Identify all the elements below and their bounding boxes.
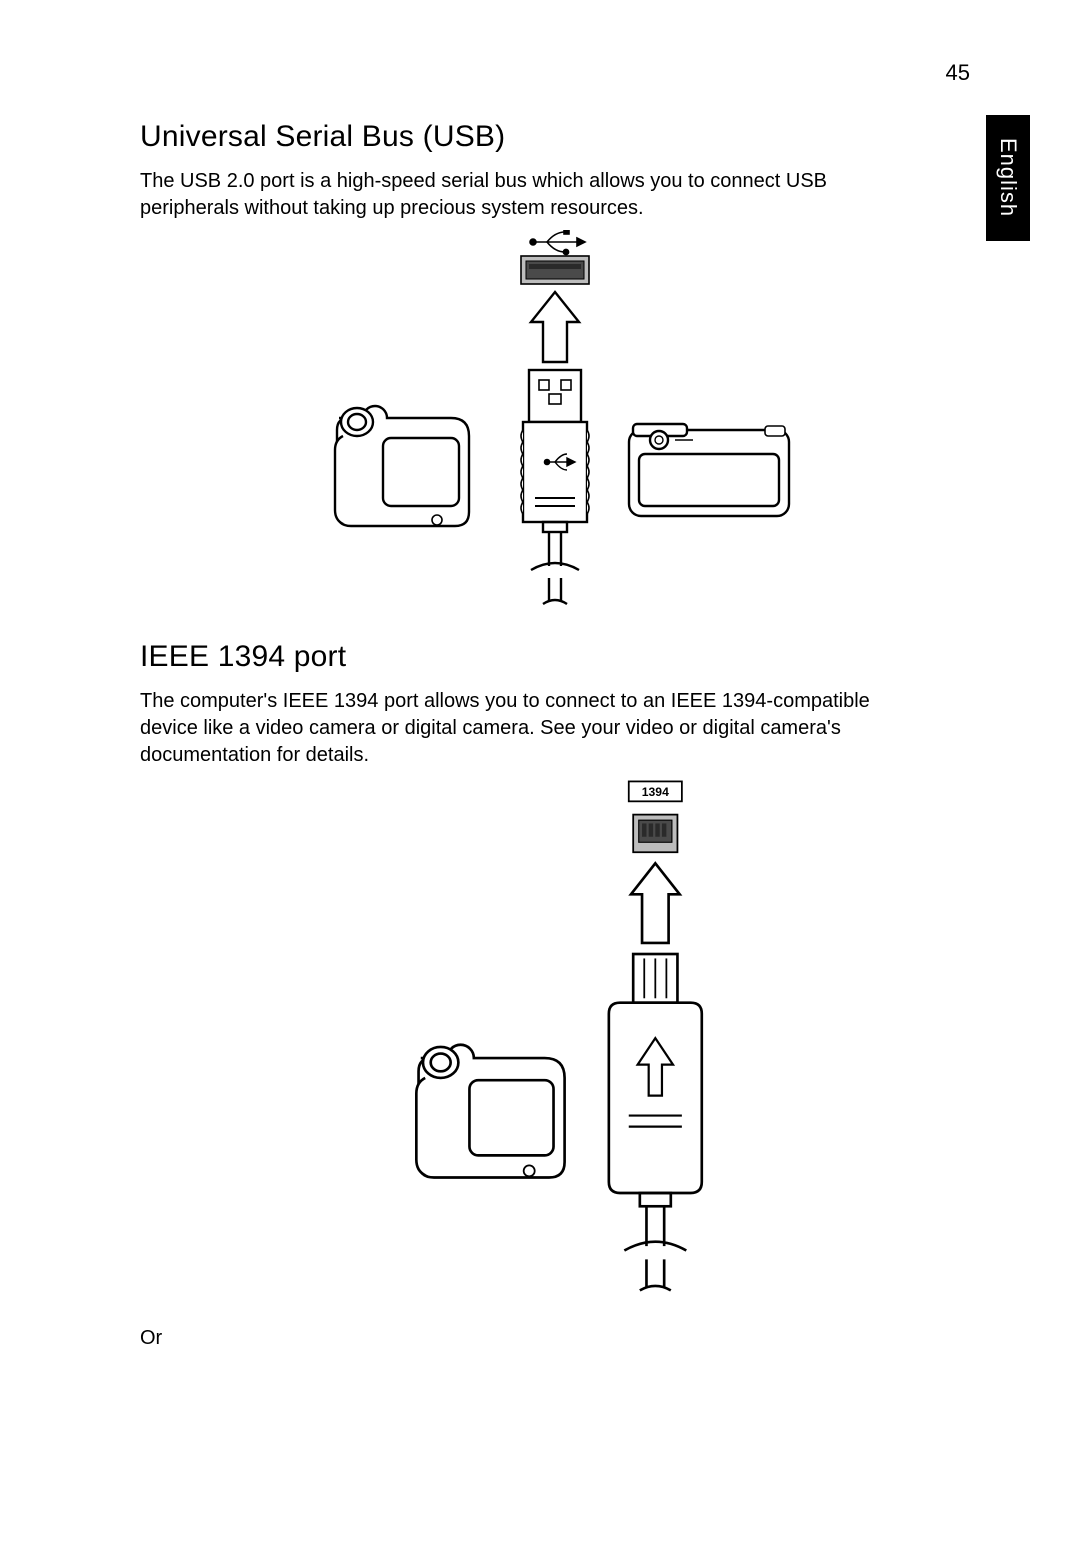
- page-content: Universal Serial Bus (USB) The USB 2.0 p…: [140, 120, 970, 1350]
- language-tab: English: [986, 115, 1030, 241]
- ieee1394-section: IEEE 1394 port The computer's IEEE 1394 …: [140, 640, 970, 1350]
- ieee1394-body: The computer's IEEE 1394 port allows you…: [140, 688, 920, 769]
- ieee1394-label: 1394: [642, 785, 669, 799]
- usb-heading: Universal Serial Bus (USB): [140, 120, 970, 154]
- or-text: Or: [140, 1327, 970, 1350]
- ieee1394-heading: IEEE 1394 port: [140, 640, 970, 674]
- usb-diagram: [295, 230, 815, 610]
- ieee1394-diagram: 1394: [340, 777, 860, 1297]
- manual-page: 45 English Universal Serial Bus (USB) Th…: [0, 0, 1080, 1549]
- usb-body: The USB 2.0 port is a high-speed serial …: [140, 168, 920, 222]
- page-number: 45: [946, 60, 970, 86]
